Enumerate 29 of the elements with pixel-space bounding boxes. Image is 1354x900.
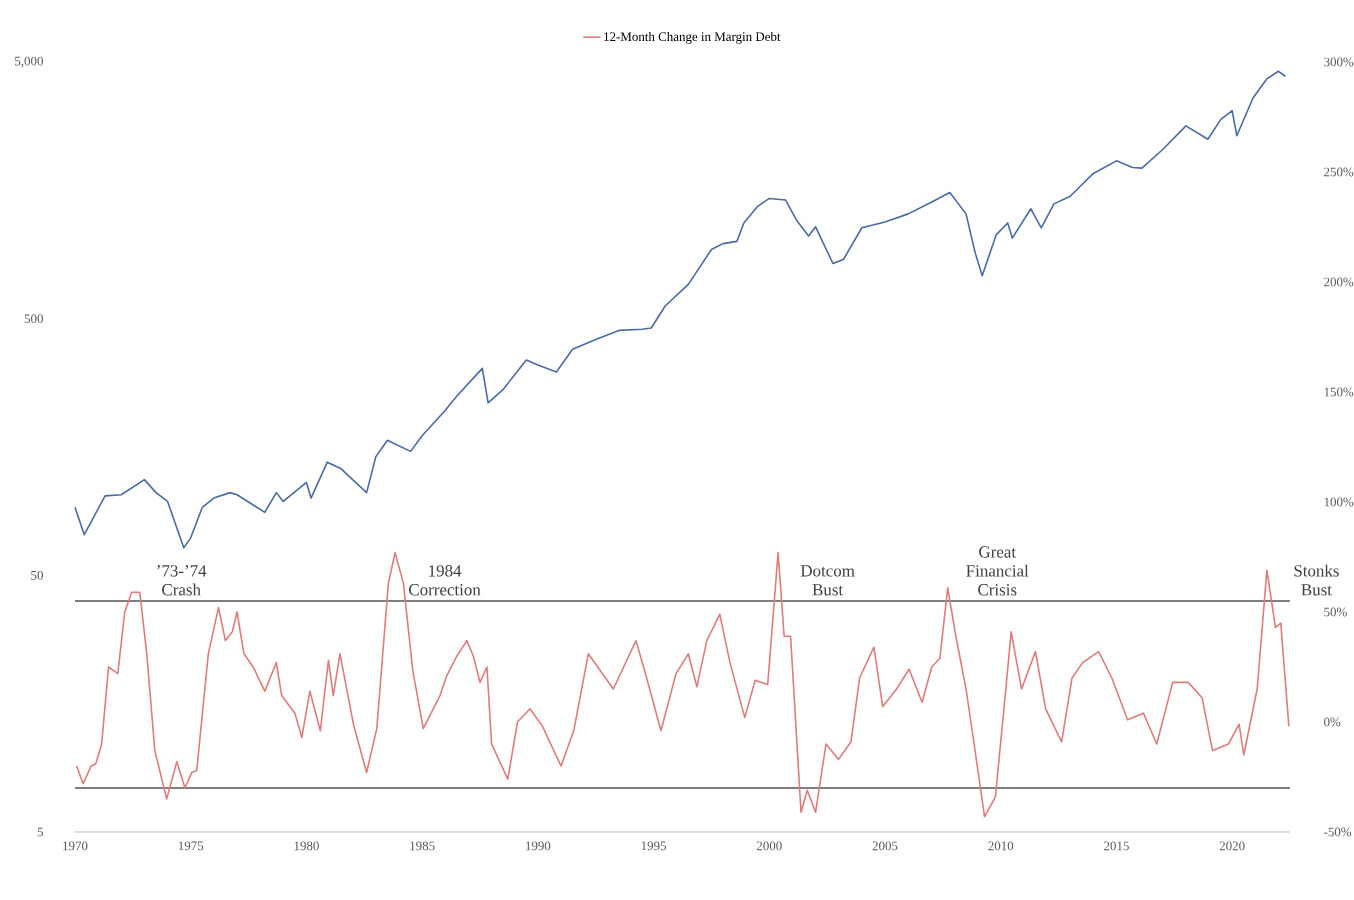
x-tick-label: 1980 bbox=[294, 841, 319, 851]
legend-label: 12-Month Change in Margin Debt bbox=[604, 31, 781, 44]
y2-tick-label: 200% bbox=[1324, 277, 1354, 287]
annotation: Great Financial Crisis bbox=[966, 546, 1029, 596]
x-tick-label: 2005 bbox=[872, 841, 898, 851]
x-tick-label: 1990 bbox=[526, 841, 551, 851]
x-tick-label: 2000 bbox=[756, 841, 782, 851]
y2-tick-label: 100% bbox=[1324, 497, 1354, 507]
y-tick-label: 5,000 bbox=[15, 56, 43, 68]
x-tick-label: 2020 bbox=[1219, 841, 1245, 851]
y2-tick-label: 0% bbox=[1324, 717, 1341, 727]
y2-tick-label: 300% bbox=[1324, 57, 1354, 67]
x-tick-label: 2015 bbox=[1104, 841, 1129, 851]
y2-tick-label: 250% bbox=[1324, 167, 1354, 177]
annotation: 1984 Correction bbox=[409, 565, 481, 596]
x-tick-label: 1970 bbox=[63, 841, 88, 851]
annotation: ’73-’74 Crash bbox=[157, 565, 207, 596]
y2-tick-label: -50% bbox=[1324, 827, 1352, 837]
x-tick-label: 1975 bbox=[178, 841, 204, 851]
y-tick-label: 50 bbox=[31, 570, 43, 580]
x-tick-label: 1985 bbox=[410, 841, 435, 851]
y2-tick-label: 50% bbox=[1324, 607, 1347, 617]
annotation: Dotcom Bust bbox=[800, 565, 855, 596]
y2-tick-label: 150% bbox=[1324, 387, 1354, 397]
x-tick-label: 1995 bbox=[641, 841, 667, 851]
y-tick-label: 5 bbox=[37, 827, 43, 837]
y-tick-label: 500 bbox=[24, 314, 43, 324]
x-tick-label: 2010 bbox=[988, 841, 1014, 851]
text: Stonks Bust bbox=[1294, 564, 1339, 596]
